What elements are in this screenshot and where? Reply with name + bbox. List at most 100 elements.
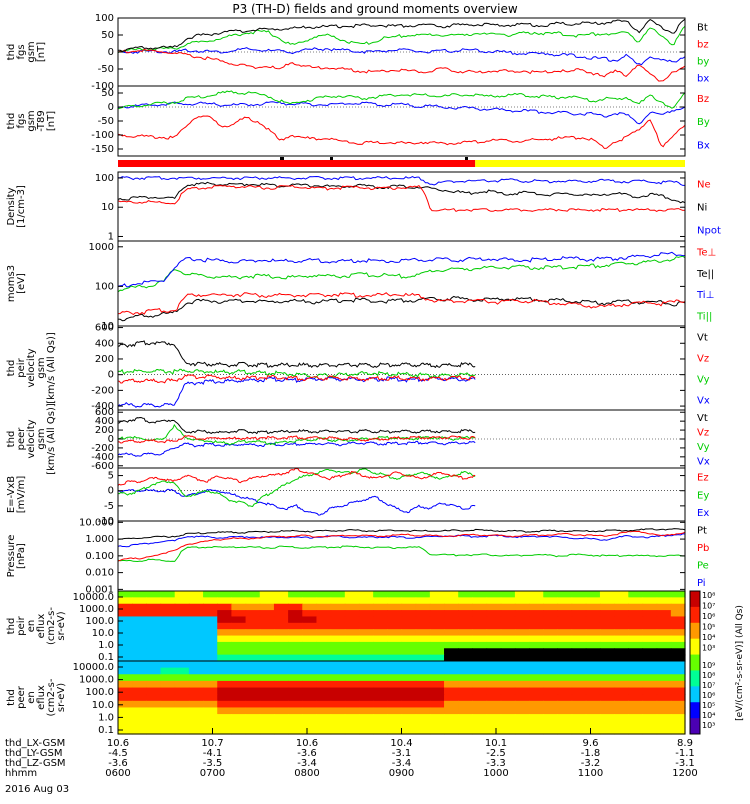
series-moms-te	[117, 292, 686, 316]
heatmap-cell	[217, 597, 233, 605]
heatmap-cell	[472, 680, 488, 689]
heatmap-cell	[458, 720, 473, 728]
heatmap-cell	[444, 635, 459, 643]
legend-peir-vy: Vy	[697, 375, 710, 386]
heatmap-cell	[273, 674, 289, 682]
heatmap-cell	[458, 667, 473, 675]
heatmap-cell	[174, 700, 190, 709]
heatmap-cell	[373, 680, 388, 689]
heatmap-cell	[217, 622, 233, 630]
heatmap-cell	[500, 654, 516, 662]
heatmap-cell	[132, 616, 147, 624]
tick-label: 10000.0	[73, 662, 114, 673]
series-fgs_dipole-bx	[117, 101, 686, 125]
heatmap-cell	[302, 616, 318, 624]
heatmap-cell	[472, 707, 488, 715]
heatmap-cell	[217, 610, 233, 618]
x-row-label-hhmm: hhmm	[5, 768, 37, 779]
heatmap-cell	[387, 591, 403, 598]
panel-peer_en-ylabel-3: eflux	[36, 685, 47, 710]
tick-label: 50	[101, 88, 114, 99]
colorbar-segment	[690, 638, 700, 656]
legend-density-ni: Ni	[697, 203, 707, 214]
heatmap-cell	[429, 727, 445, 735]
tick-label: 10.000	[79, 517, 114, 528]
heatmap-cell	[118, 720, 133, 728]
heatmap-cell	[429, 667, 445, 675]
heatmap-cell	[344, 654, 360, 662]
heatmap-cell	[273, 591, 289, 598]
tick-label: -150	[91, 144, 114, 155]
heatmap-cell	[259, 720, 275, 728]
heatmap-cell	[472, 597, 488, 605]
heatmap-cell	[146, 616, 162, 624]
heatmap-cell	[628, 654, 644, 662]
heatmap-cell	[514, 687, 530, 695]
heatmap-cell	[585, 700, 601, 709]
heatmap-cell	[118, 597, 133, 605]
colorbar-segment	[690, 670, 700, 687]
heatmap-cell	[330, 597, 346, 605]
heatmap-cell	[514, 591, 530, 598]
x-tick-label: -2.5	[486, 748, 506, 759]
series-efield-ez	[117, 467, 476, 486]
heatmap-cell	[188, 610, 204, 618]
heatmap-cell	[628, 674, 644, 682]
series-efield-ex	[117, 488, 476, 516]
heatmap-cell	[132, 694, 147, 702]
x-tick-label: -3.5	[203, 758, 223, 769]
panel-moms-ylabel-1: [eV]	[16, 273, 27, 294]
heatmap-cell	[415, 720, 431, 728]
heatmap-cell	[543, 727, 559, 735]
legend-moms-te: Te||	[696, 269, 714, 280]
heatmap-cell	[585, 714, 601, 722]
x-row-label-thd-ly-gsm: thd_LY-GSM	[5, 748, 62, 759]
heatmap-cell	[273, 700, 289, 709]
heatmap-cell	[231, 610, 247, 618]
heatmap-cell	[670, 667, 686, 675]
heatmap-cell	[529, 674, 544, 682]
series-fgs_dipole-bz	[117, 115, 686, 149]
heatmap-cell	[373, 610, 388, 618]
heatmap-cell	[571, 687, 587, 695]
heatmap-cell	[245, 654, 261, 662]
heatmap-cell	[387, 622, 403, 630]
heatmap-cell	[387, 727, 403, 735]
heatmap-cell	[571, 720, 587, 728]
heatmap-cell	[472, 616, 488, 624]
heatmap-cell	[543, 641, 559, 649]
heatmap-cell	[543, 667, 559, 675]
colorbar-tick: 10⁴	[702, 711, 715, 720]
tick-label: -100	[91, 130, 114, 141]
heatmap-cell	[231, 680, 247, 689]
legend-peer-vx: Vx	[697, 456, 710, 467]
heatmap-cell	[259, 727, 275, 735]
heatmap-cell	[557, 610, 573, 618]
x-tick-label: 10.4	[390, 738, 412, 749]
heatmap-cell	[415, 616, 431, 624]
heatmap-cell	[571, 635, 587, 643]
heatmap-cell	[543, 610, 559, 618]
heatmap-cell	[373, 700, 388, 709]
heatmap-cell	[217, 654, 233, 662]
heatmap-cell	[656, 603, 672, 611]
heatmap-cell	[401, 591, 417, 598]
heatmap-cell	[585, 687, 601, 695]
heatmap-cell	[486, 597, 502, 605]
heatmap-cell	[599, 591, 615, 598]
series-peer-vx	[117, 440, 476, 457]
heatmap-cell	[557, 654, 573, 662]
heatmap-cell	[614, 616, 629, 624]
heatmap-cell	[259, 714, 275, 722]
heatmap-cell	[401, 648, 417, 656]
heatmap-cell	[288, 641, 303, 649]
heatmap-cell	[486, 680, 502, 689]
heatmap-cell	[401, 610, 417, 618]
heatmap-cell	[174, 680, 190, 689]
heatmap-cell	[571, 680, 587, 689]
heatmap-cell	[373, 648, 388, 656]
heatmap-cell	[543, 714, 559, 722]
heatmap-cell	[458, 603, 473, 611]
heatmap-cell	[472, 648, 488, 656]
